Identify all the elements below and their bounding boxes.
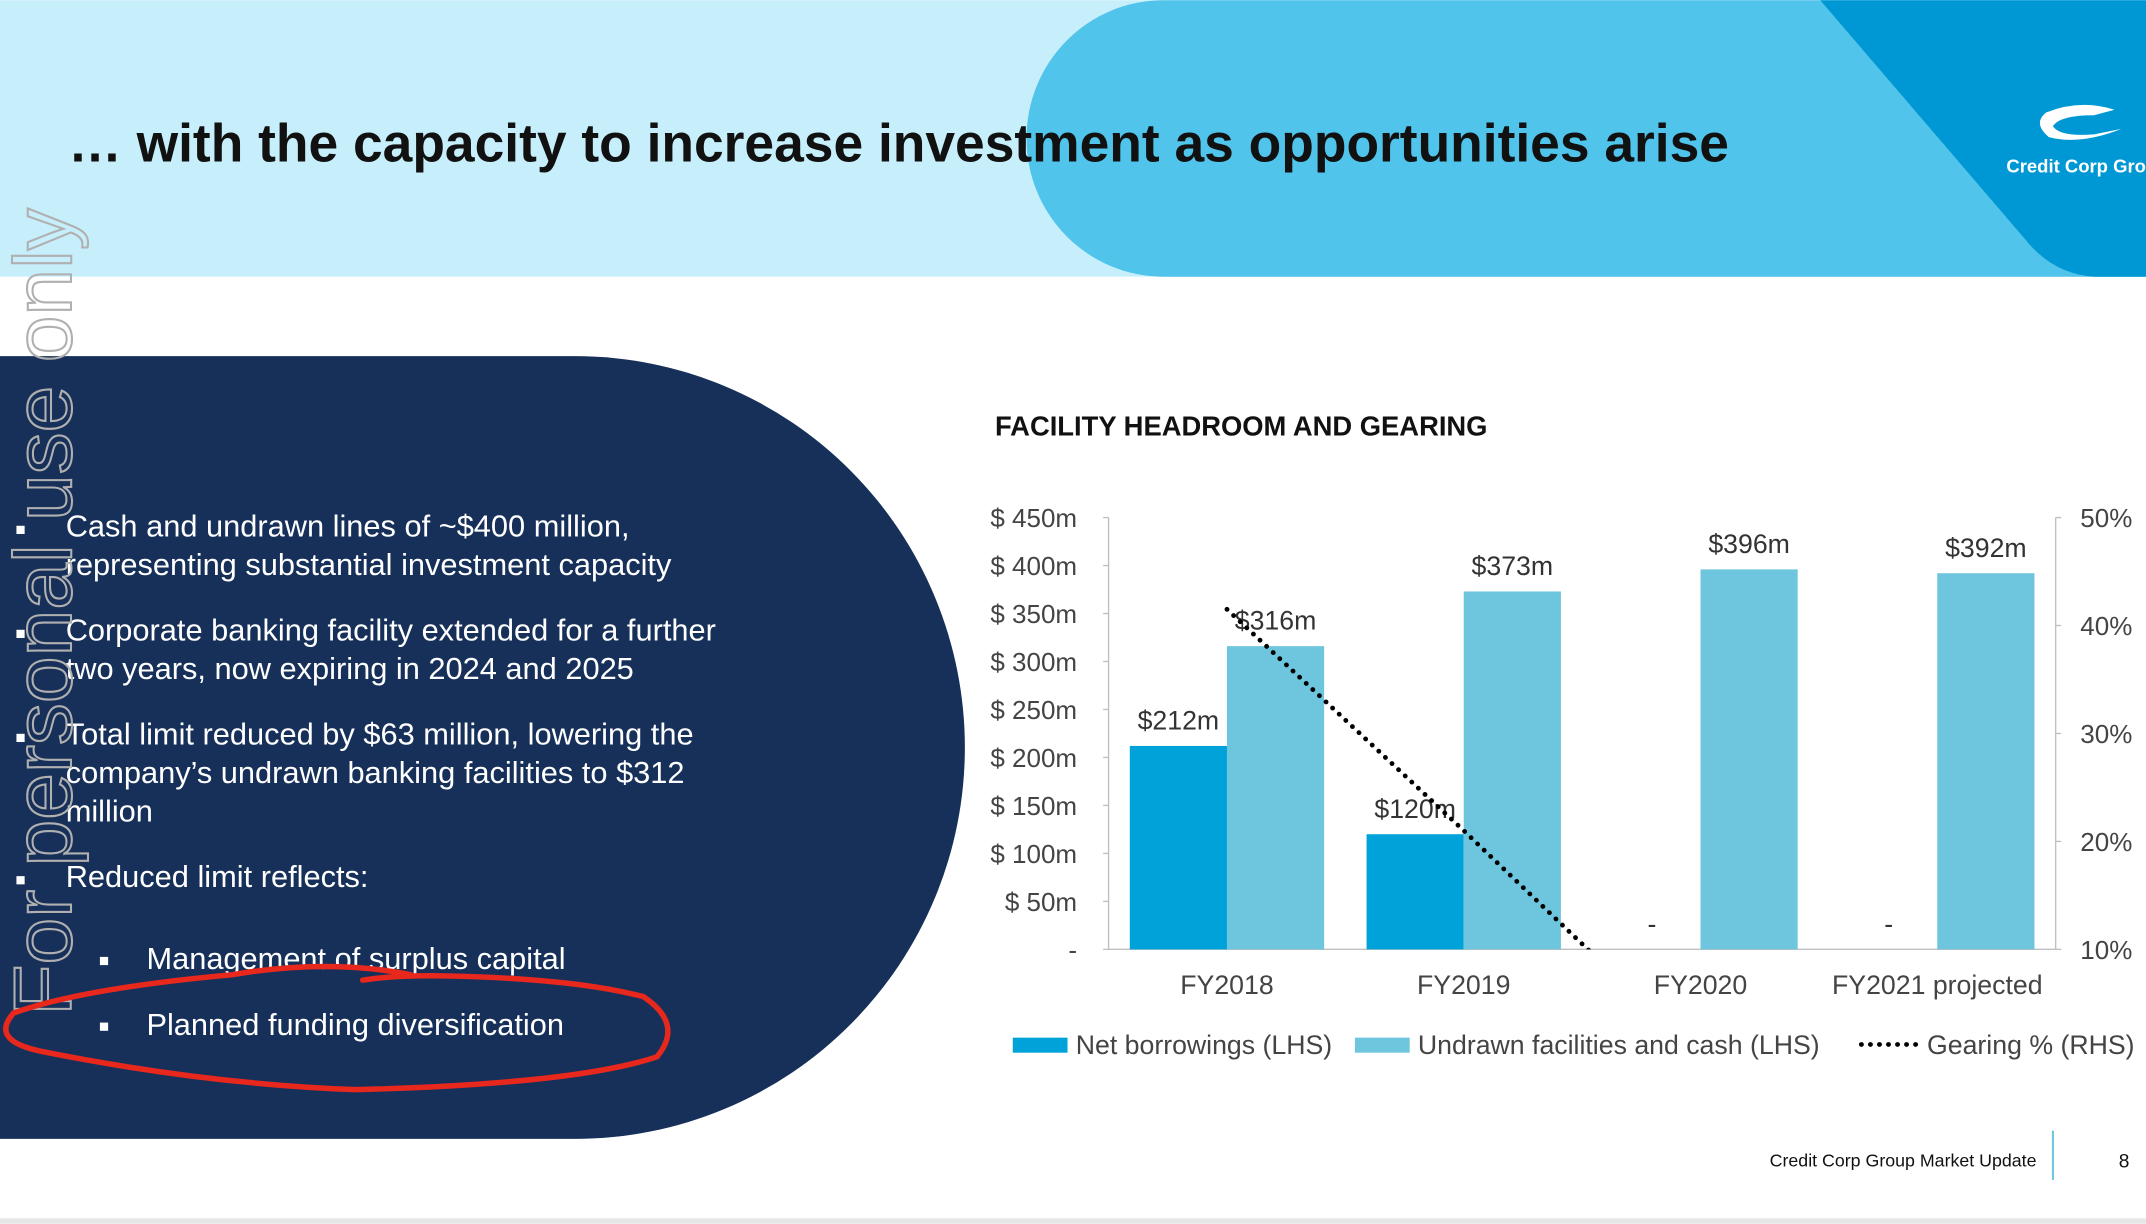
- text-panel: [0, 356, 965, 1139]
- bar: [1463, 591, 1561, 950]
- bullet-marker: [16, 733, 25, 743]
- legend-label: Net borrowings (LHS): [1076, 1030, 1332, 1060]
- bottom-edge: [0, 1218, 2146, 1224]
- bullet-text: representing substantial investment capa…: [66, 547, 672, 582]
- sub-bullet-marker: [99, 1022, 109, 1031]
- bullet-list: Cash and undrawn lines of ~$400 million,…: [16, 509, 716, 1042]
- y-tick-label: $ 50m: [1005, 887, 1077, 917]
- y2-tick-label: 50%: [2080, 503, 2132, 533]
- bullet-text: million: [66, 793, 153, 828]
- y-tick-label: $ 400m: [990, 551, 1077, 581]
- data-label: $212m: [1138, 706, 1220, 736]
- bullet-text: Reduced limit reflects:: [66, 859, 369, 894]
- y-tick-label: $ 350m: [990, 599, 1077, 629]
- legend-swatch: [1354, 1037, 1410, 1053]
- footer-text: Credit Corp Group Market Update: [1770, 1150, 2037, 1170]
- x-tick-label: FY2019: [1417, 970, 1510, 1000]
- y-tick-label: $ 150m: [990, 791, 1077, 821]
- watermark: For personal use only: [0, 208, 89, 1015]
- data-label: $396m: [1708, 529, 1790, 559]
- x-tick-label: FY2018: [1180, 970, 1273, 1000]
- y2-tick-label: 10%: [2080, 935, 2132, 965]
- data-label: $373m: [1472, 551, 1554, 581]
- data-label: -: [1884, 909, 1893, 939]
- page-number: 8: [2119, 1152, 2130, 1173]
- annotation-circle: [3, 963, 671, 1093]
- x-tick-label: FY2021 projected: [1832, 970, 2043, 1000]
- y-tick-label: $ 250m: [990, 695, 1077, 725]
- bar: [1366, 834, 1464, 950]
- data-label: -: [1647, 909, 1656, 939]
- y2-tick-label: 40%: [2080, 611, 2132, 641]
- sub-bullet-marker: [99, 956, 109, 966]
- y-tick-label: -: [1068, 935, 1077, 965]
- logo-text: Credit Corp Group: [2006, 156, 2146, 177]
- bullet-text: Cash and undrawn lines of ~$400 million,: [66, 509, 630, 544]
- data-label: $316m: [1235, 606, 1317, 636]
- header-shape: [1026, 0, 2146, 277]
- chart-title: FACILITY HEADROOM AND GEARING: [995, 410, 1487, 441]
- y-tick-label: $ 450m: [990, 503, 1077, 533]
- gearing-line: [1224, 606, 1592, 950]
- bullet-text: two years, now expiring in 2024 and 2025: [66, 651, 634, 686]
- bullet-marker: [16, 629, 25, 639]
- y2-tick-label: 30%: [2080, 719, 2132, 749]
- data-label: $120m: [1374, 794, 1456, 824]
- y-tick-label: $ 300m: [990, 647, 1077, 677]
- data-label: $392m: [1945, 533, 2027, 563]
- logo-panel: [1820, 0, 2146, 277]
- bullet-text: company’s undrawn banking facilities to …: [66, 755, 685, 790]
- legend-label: Gearing % (RHS): [1927, 1030, 2135, 1060]
- bullet-text: Total limit reduced by $63 million, lowe…: [66, 717, 694, 752]
- chart: FACILITY HEADROOM AND GEARING - $ 50m $ 10…: [990, 410, 2134, 1060]
- y-tick-label: $ 200m: [990, 743, 1077, 773]
- bar: [1937, 573, 2035, 950]
- bar: [1226, 646, 1325, 950]
- bullet-marker: [16, 876, 25, 885]
- x-tick-label: FY2020: [1654, 970, 1747, 1000]
- sub-bullet-text: Planned funding diversification: [146, 1007, 564, 1042]
- sub-bullet-text: Management of surplus capital: [146, 941, 565, 976]
- slide-title: … with the capacity to increase investme…: [68, 115, 1729, 174]
- bullet-marker: [16, 525, 25, 534]
- bar: [1700, 569, 1798, 950]
- legend-swatch: [1012, 1037, 1068, 1053]
- legend-label: Undrawn facilities and cash (LHS): [1418, 1030, 1820, 1060]
- y-tick-label: $ 100m: [990, 839, 1077, 869]
- bullet-text: Corporate banking facility extended for …: [66, 613, 716, 648]
- bar: [1129, 745, 1227, 950]
- y2-tick-label: 20%: [2080, 827, 2132, 857]
- logo-mark: [2039, 104, 2122, 140]
